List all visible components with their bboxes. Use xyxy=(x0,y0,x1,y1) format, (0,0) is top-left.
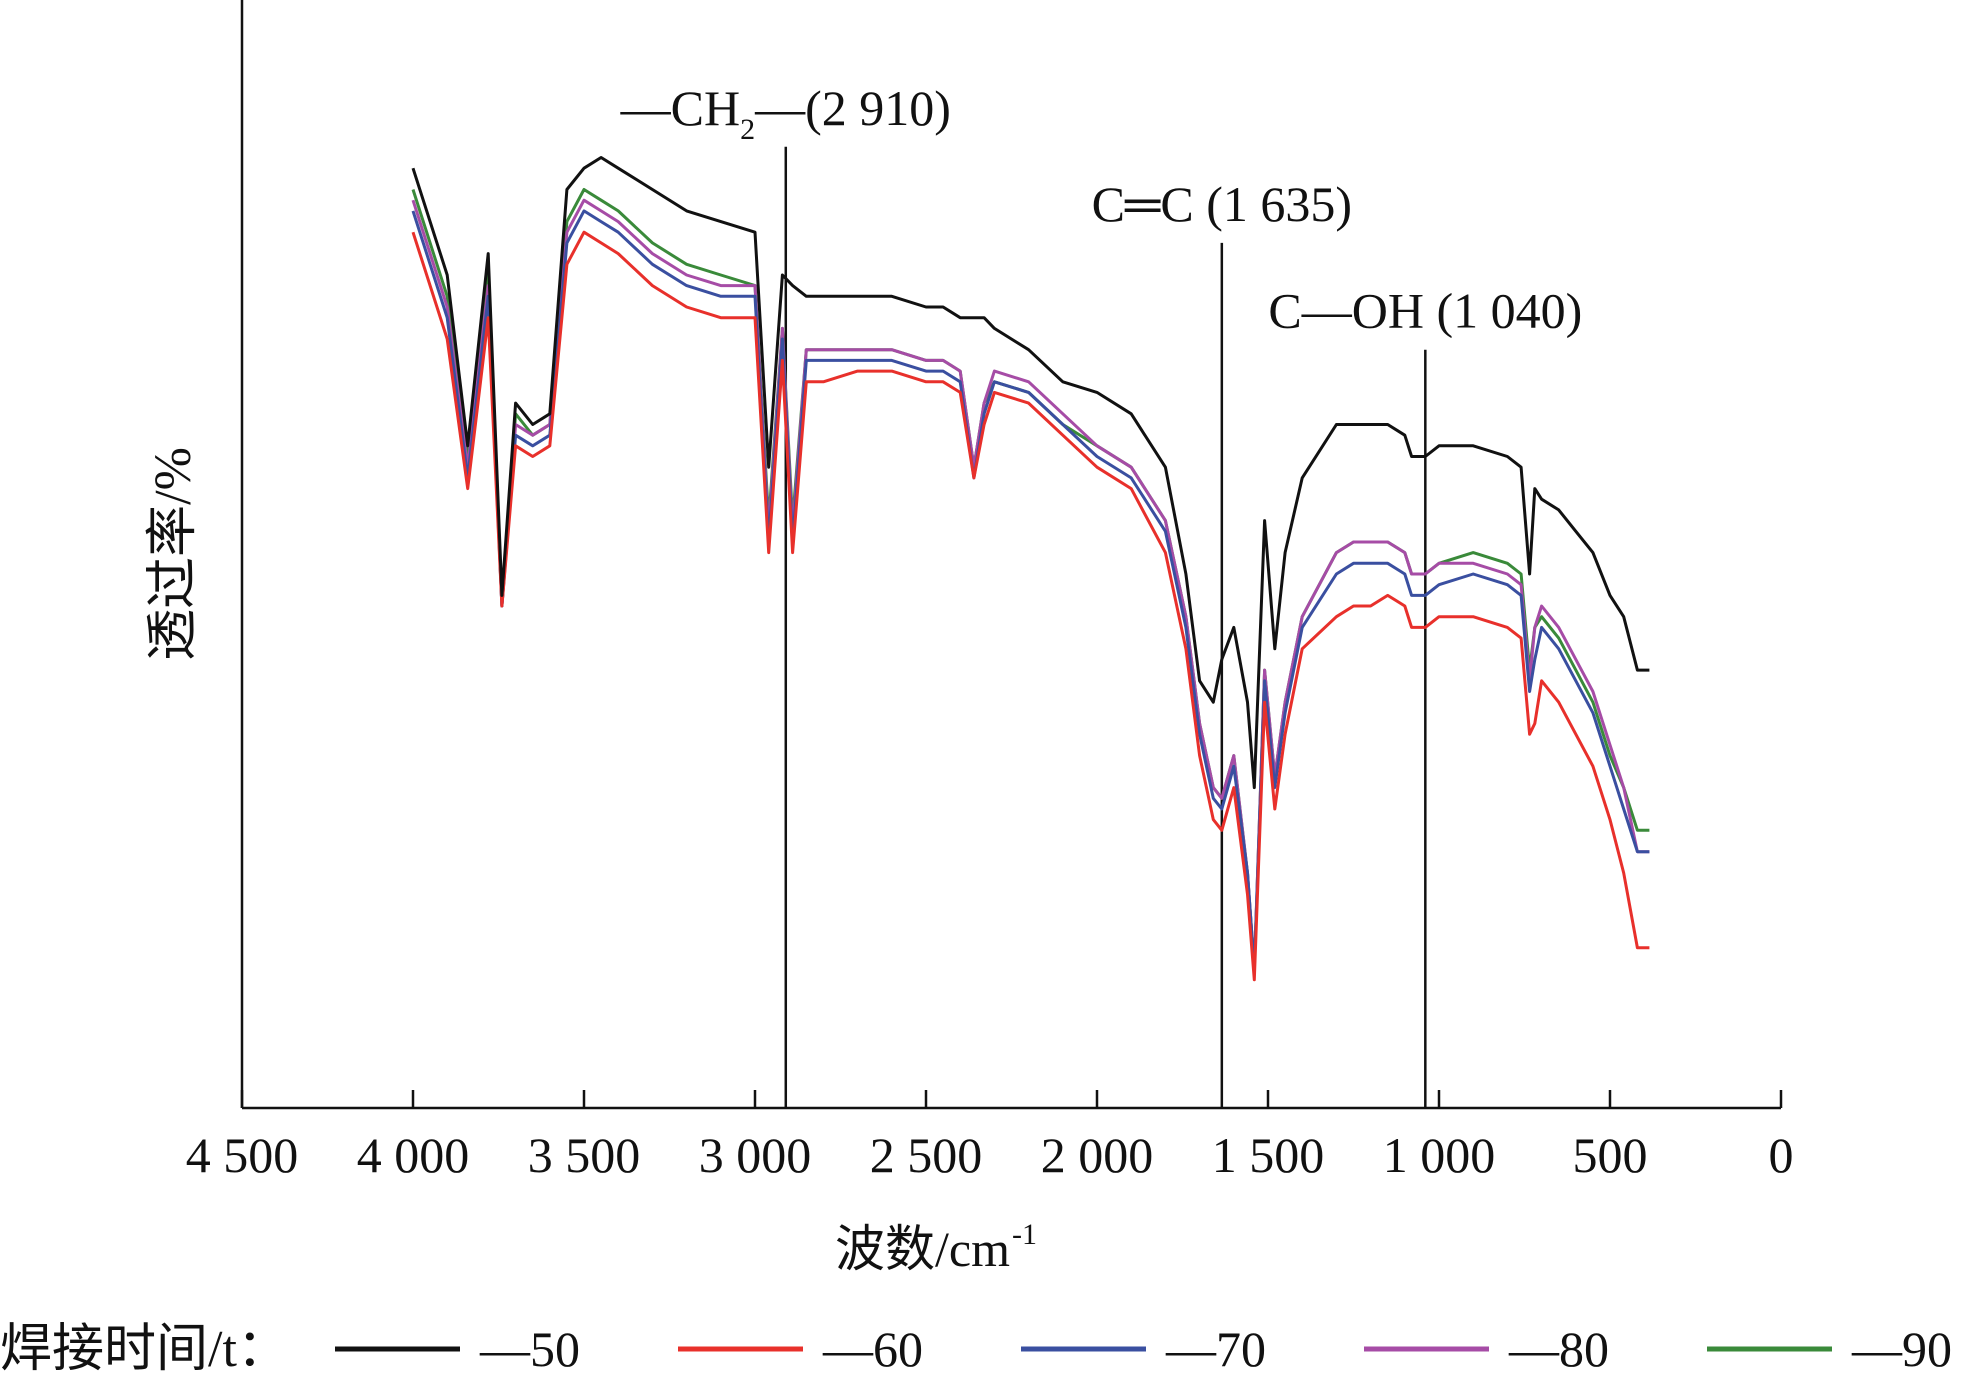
axes xyxy=(240,0,1781,1110)
peak-annotations: —CH2—(2 910) C═C (1 635) C—OH (1 040) xyxy=(620,80,1582,1108)
x-ticks xyxy=(240,1090,1783,1108)
x-tick-label: 500 xyxy=(1573,1127,1648,1183)
x-tick-label: 4 500 xyxy=(186,1127,299,1183)
legend-label: —50 xyxy=(479,1321,580,1377)
y-axis-label: 透过率/% xyxy=(145,447,202,661)
legend-label: —70 xyxy=(1165,1321,1266,1377)
peak-label: —CH2—(2 910) xyxy=(620,80,951,146)
legend: 焊接时间/t： —50 —60 —70 —80 —90 xyxy=(0,1321,1952,1378)
x-tick-label: 2 000 xyxy=(1041,1127,1154,1183)
x-axis-label: 波数/cm xyxy=(835,1221,1010,1277)
peak-label: C═C (1 635) xyxy=(1092,176,1352,232)
legend-label: —60 xyxy=(822,1321,923,1377)
series-line xyxy=(411,198,1650,971)
series-line xyxy=(411,156,1650,790)
x-tick-label: 2 500 xyxy=(870,1127,983,1183)
x-tick-label: 3 500 xyxy=(528,1127,641,1183)
x-tick-label: 4 000 xyxy=(357,1127,470,1183)
legend-label: —90 xyxy=(1851,1321,1952,1377)
legend-title: 焊接时间/t： xyxy=(0,1321,289,1378)
x-tick-label: 0 xyxy=(1769,1127,1794,1183)
peak-label: C—OH (1 040) xyxy=(1268,283,1582,339)
series-line xyxy=(411,230,1650,982)
x-tick-labels: 4 500 4 000 3 500 3 000 2 500 2 000 1 500 1 000… xyxy=(186,1127,1794,1183)
x-axis-label-main: 波数/cm xyxy=(835,1221,1010,1277)
x-tick-label: 3 000 xyxy=(699,1127,812,1183)
x-axis-label-superscript: -1 xyxy=(1012,1218,1037,1251)
x-tick-label: 1 500 xyxy=(1212,1127,1325,1183)
series-line xyxy=(411,209,1650,971)
legend-label: —80 xyxy=(1508,1321,1609,1377)
x-tick-label: 1 000 xyxy=(1383,1127,1496,1183)
series-lines xyxy=(411,156,1650,982)
